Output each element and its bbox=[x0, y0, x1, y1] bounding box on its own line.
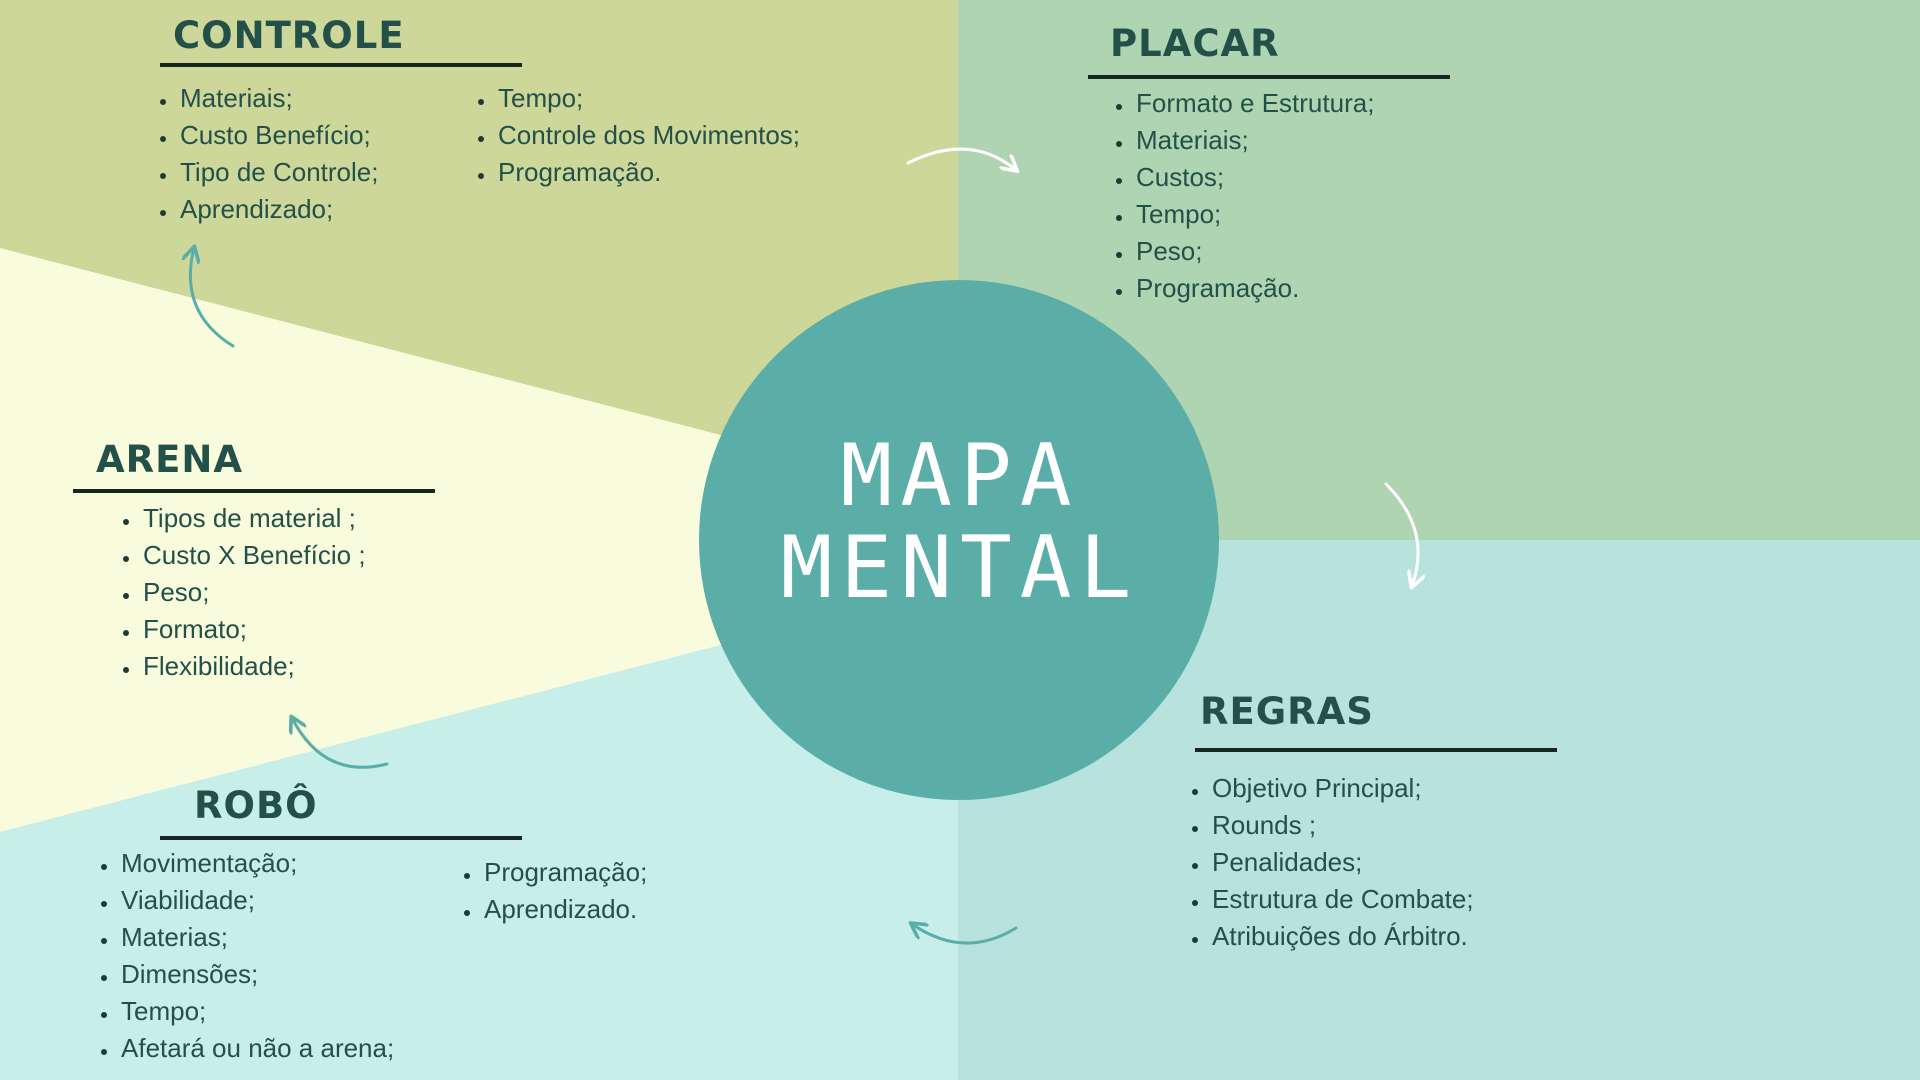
list-item: Tempo; bbox=[1134, 196, 1374, 233]
center-circle bbox=[699, 280, 1219, 800]
list-item: Custo X Benefício ; bbox=[141, 537, 366, 574]
arena-list: Tipos de material ; Custo X Benefício ; … bbox=[115, 500, 366, 685]
arena-heading-underline bbox=[73, 489, 435, 493]
list-item: Materiais; bbox=[178, 80, 378, 117]
list-item: Custos; bbox=[1134, 159, 1374, 196]
robo-list-col2: Programação; Aprendizado. bbox=[456, 854, 647, 928]
list-item: Atribuições do Árbitro. bbox=[1210, 918, 1474, 955]
list-item: Estrutura de Combate; bbox=[1210, 881, 1474, 918]
list-item: Tipos de material ; bbox=[141, 500, 366, 537]
list-item: Formato; bbox=[141, 611, 366, 648]
list-item: Aprendizado; bbox=[178, 191, 378, 228]
list-item: Tipo de Controle; bbox=[178, 154, 378, 191]
list-item: Programação. bbox=[496, 154, 800, 191]
arrow-controle-to-placar bbox=[906, 147, 1016, 170]
list-item: Materias; bbox=[119, 919, 394, 956]
arrow-placar-to-regras bbox=[1384, 482, 1418, 586]
list-item: Flexibilidade; bbox=[141, 648, 366, 685]
arrow-regras-to-robo bbox=[912, 924, 1018, 945]
list-item: Viabilidade; bbox=[119, 882, 394, 919]
list-item: Rounds ; bbox=[1210, 807, 1474, 844]
robo-region-upper bbox=[0, 640, 958, 1080]
placar-heading: PLACAR bbox=[1110, 22, 1280, 65]
arena-region bbox=[0, 248, 740, 832]
list-item: Tempo; bbox=[119, 993, 394, 1030]
list-item: Tempo; bbox=[496, 80, 800, 117]
center-title-line1: MAPA bbox=[840, 426, 1080, 526]
list-item: Controle dos Movimentos; bbox=[496, 117, 800, 154]
list-item: Materiais; bbox=[1134, 122, 1374, 159]
list-item: Dimensões; bbox=[119, 956, 394, 993]
controle-heading-underline bbox=[160, 63, 522, 67]
list-item: Movimentação; bbox=[119, 845, 394, 882]
list-item: Afetará ou não a arena; bbox=[119, 1030, 394, 1067]
center-title: MAPA MENTAL bbox=[700, 430, 1220, 614]
list-item: Programação; bbox=[482, 854, 647, 891]
robo-heading-underline bbox=[160, 836, 522, 840]
arena-heading: ARENA bbox=[96, 438, 244, 481]
controle-heading: CONTROLE bbox=[173, 14, 405, 57]
center-title-line2: MENTAL bbox=[780, 518, 1140, 618]
regras-heading-underline bbox=[1195, 748, 1557, 752]
list-item: Objetivo Principal; bbox=[1210, 770, 1474, 807]
placar-heading-underline bbox=[1088, 75, 1450, 79]
list-item: Aprendizado. bbox=[482, 891, 647, 928]
arrow-arena-to-controle bbox=[190, 248, 235, 348]
list-item: Peso; bbox=[1134, 233, 1374, 270]
regras-list: Objetivo Principal; Rounds ; Penalidades… bbox=[1184, 770, 1474, 955]
list-item: Custo Benefício; bbox=[178, 117, 378, 154]
placar-list: Formato e Estrutura; Materiais; Custos; … bbox=[1108, 85, 1374, 307]
arrow-robo-to-arena bbox=[292, 718, 389, 769]
list-item: Penalidades; bbox=[1210, 844, 1474, 881]
list-item: Programação. bbox=[1134, 270, 1374, 307]
robo-heading: ROBÔ bbox=[194, 784, 318, 827]
controle-list-col2: Tempo; Controle dos Movimentos; Programa… bbox=[470, 80, 800, 191]
robo-list-col1: Movimentação; Viabilidade; Materias; Dim… bbox=[93, 845, 394, 1067]
regras-heading: REGRAS bbox=[1200, 690, 1374, 733]
list-item: Peso; bbox=[141, 574, 366, 611]
controle-list-col1: Materiais; Custo Benefício; Tipo de Cont… bbox=[152, 80, 378, 228]
list-item: Formato e Estrutura; bbox=[1134, 85, 1374, 122]
